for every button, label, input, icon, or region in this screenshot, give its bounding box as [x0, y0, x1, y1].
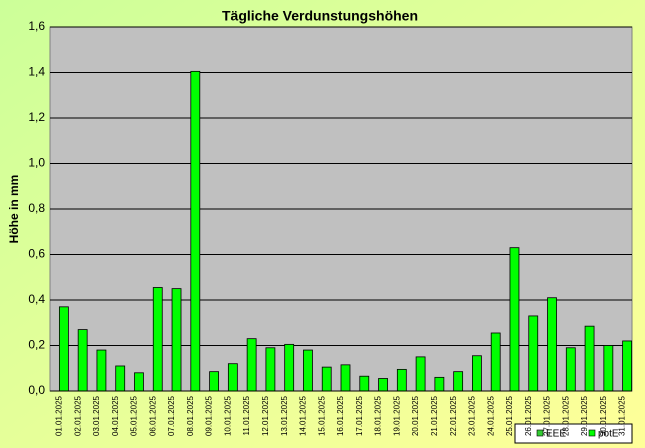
bar: [340, 364, 351, 392]
x-tick-label: 28.01.2025: [561, 395, 570, 436]
bar: [134, 372, 144, 392]
x-tick-label: 17.01.2025: [355, 395, 364, 436]
x-tick-label: 04.01.2025: [111, 395, 120, 436]
y-tick-label: 1,2: [28, 110, 45, 124]
x-tick-label: 14.01.2025: [299, 395, 308, 436]
x-tick-label: 27.01.2025: [543, 395, 552, 436]
y-tick-label: 1,4: [28, 65, 45, 79]
y-tick-label: 0,2: [28, 338, 45, 352]
x-tick-label: 11.01.2025: [242, 395, 251, 435]
legend: [514, 423, 633, 444]
bar: [434, 376, 445, 392]
bar: [565, 347, 576, 392]
y-tick-label: 0,4: [28, 292, 45, 306]
x-tick-label: 07.01.2025: [167, 395, 176, 436]
x-tick-label: 01.01.2025: [54, 395, 63, 436]
bar: [152, 287, 163, 392]
x-tick-label: 08.01.2025: [186, 395, 195, 436]
bar: [284, 343, 295, 392]
bar: [472, 355, 482, 392]
bar: [453, 371, 464, 392]
y-tick-label: 0,8: [28, 201, 45, 215]
x-tick-label: 23.01.2025: [468, 395, 477, 436]
y-tick-label: 0,6: [28, 247, 45, 261]
x-tick-label: 24.01.2025: [486, 395, 495, 436]
bar: [415, 356, 426, 392]
bar: [378, 378, 388, 392]
bar: [265, 347, 276, 392]
x-tick-label: 03.01.2025: [92, 395, 101, 436]
x-tick-label: 12.01.2025: [261, 395, 270, 436]
bar: [528, 315, 539, 392]
chart-title: Tägliche Verdunstungshöhen: [222, 8, 418, 24]
legend-swatch: [588, 429, 596, 437]
x-tick-label: 15.01.2025: [317, 395, 326, 436]
x-tick-label: 09.01.2025: [205, 395, 214, 436]
x-tick-label: 21.01.2025: [430, 395, 439, 436]
bar: [321, 366, 332, 392]
legend-label: EEE: [546, 429, 566, 440]
x-tick-label: 13.01.2025: [280, 395, 289, 436]
x-tick-label: 30.01.2025: [599, 395, 608, 436]
x-tick-label: 22.01.2025: [449, 395, 458, 436]
legend-label: potE: [598, 429, 619, 440]
bar: [96, 349, 107, 392]
x-tick-label: 29.01.2025: [580, 395, 589, 436]
x-tick-label: 26.01.2025: [524, 395, 533, 436]
bar: [584, 325, 595, 392]
x-tick-label: 20.01.2025: [411, 395, 420, 436]
bar: [246, 338, 257, 392]
x-tick-label: 18.01.2025: [374, 395, 383, 436]
x-tick-label: 10.01.2025: [223, 395, 232, 436]
bar: [603, 345, 614, 392]
bar: [547, 297, 557, 392]
y-axis-label: Höhe in mm: [7, 175, 21, 244]
bar: [490, 332, 501, 392]
x-tick-label: 31.01.2025: [618, 395, 627, 436]
bar: [58, 306, 69, 392]
bar: [209, 371, 219, 392]
x-tick-label: 06.01.2025: [148, 395, 157, 436]
bar: [396, 368, 407, 392]
bar: [303, 349, 313, 392]
bar: [509, 247, 520, 392]
bar: [227, 363, 238, 392]
legend-swatch: [536, 429, 544, 437]
bar: [77, 329, 88, 392]
bar: [359, 375, 370, 392]
x-tick-label: 05.01.2025: [130, 395, 139, 436]
y-tick-label: 1,0: [28, 156, 45, 170]
x-tick-label: 02.01.2025: [73, 395, 82, 436]
x-tick-label: 19.01.2025: [392, 395, 401, 436]
x-tick-label: 25.01.2025: [505, 395, 514, 436]
bar: [115, 365, 126, 392]
bar: [190, 70, 201, 392]
bar: [171, 288, 182, 392]
x-tick-label: 16.01.2025: [336, 395, 345, 436]
y-tick-label: 0,0: [28, 383, 45, 397]
bar: [622, 340, 633, 392]
y-tick-label: 1,6: [28, 19, 45, 33]
